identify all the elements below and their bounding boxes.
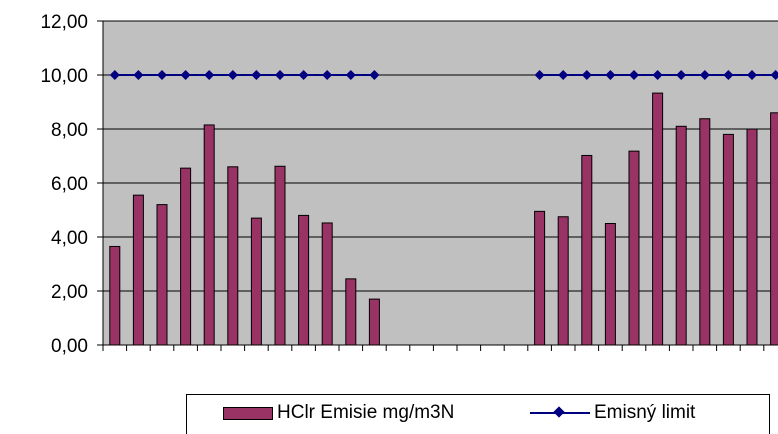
- limit-marker: [699, 70, 710, 80]
- limit-marker: [534, 70, 545, 80]
- bar: [604, 223, 616, 346]
- y-tick-label: 0,00: [51, 336, 88, 357]
- limit-marker: [369, 70, 380, 80]
- limit-marker: [322, 70, 333, 80]
- y-tick-label: 12,00: [40, 12, 88, 33]
- limit-marker: [629, 70, 639, 80]
- limit-marker: [204, 70, 215, 80]
- bar: [321, 222, 333, 346]
- chart-legend: HClr Emisie mg/m3N Emisný limit: [186, 394, 770, 434]
- limit-marker: [770, 70, 778, 80]
- limit-marker: [581, 70, 592, 80]
- y-tick-label: 2,00: [51, 282, 88, 303]
- bar: [652, 92, 664, 346]
- bar: [675, 125, 687, 346]
- y-tick-label: 4,00: [51, 228, 88, 249]
- limit-marker: [298, 70, 309, 80]
- limit-marker: [109, 70, 120, 80]
- bar: [203, 124, 215, 346]
- limit-marker: [157, 70, 167, 80]
- bar: [156, 204, 168, 346]
- legend-bar-swatch: [223, 406, 273, 420]
- bar: [298, 214, 310, 346]
- legend-line-label: Emisný limit: [594, 402, 696, 423]
- limit-marker: [227, 70, 238, 80]
- bar: [109, 245, 121, 346]
- bar: [746, 128, 758, 346]
- limit-marker: [251, 70, 262, 80]
- bar: [250, 217, 262, 346]
- limit-marker: [345, 70, 356, 80]
- bar: [534, 210, 546, 346]
- limit-marker: [558, 70, 569, 80]
- limit-marker: [180, 70, 191, 80]
- bar: [722, 133, 734, 346]
- bar: [180, 167, 192, 346]
- limit-marker: [747, 70, 757, 80]
- limit-marker: [676, 70, 687, 80]
- bar: [581, 154, 593, 346]
- bar: [557, 216, 569, 346]
- limit-marker: [723, 70, 734, 80]
- limit-marker: [133, 70, 144, 80]
- bar: [345, 278, 357, 346]
- legend-line-swatch: [530, 405, 590, 421]
- bar: [628, 150, 640, 346]
- bar: [132, 194, 144, 346]
- bar: [770, 112, 778, 346]
- y-tick-label: 8,00: [51, 120, 88, 141]
- y-tick-label: 10,00: [40, 66, 88, 87]
- limit-marker: [652, 70, 663, 80]
- bar: [274, 165, 286, 346]
- legend-bar-label: HClr Emisie mg/m3N: [277, 402, 455, 423]
- legend-item-line: Emisný limit: [530, 402, 695, 424]
- limit-marker: [605, 70, 616, 80]
- bar: [699, 118, 711, 346]
- bar: [368, 298, 380, 346]
- bar: [227, 166, 239, 346]
- limit-marker: [275, 70, 285, 80]
- y-tick-label: 6,00: [51, 174, 88, 195]
- legend-item-bar: HClr Emisie mg/m3N: [223, 402, 454, 424]
